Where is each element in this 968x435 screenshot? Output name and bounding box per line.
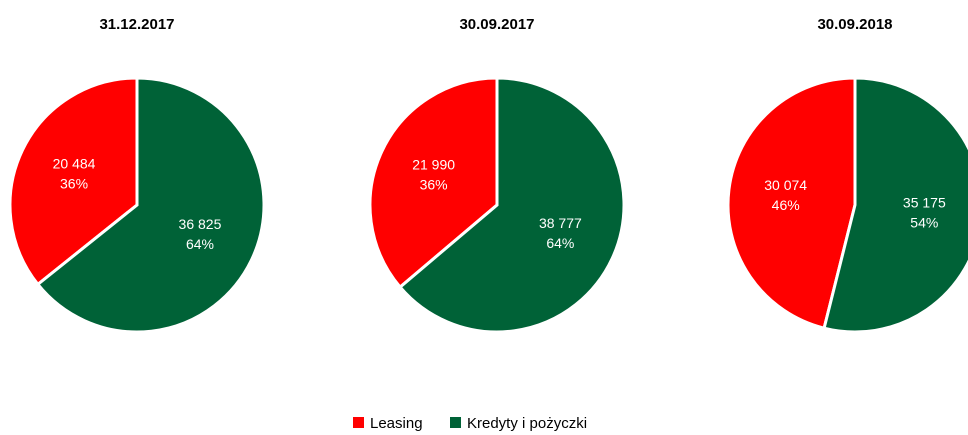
percent-label: 64% [186, 236, 214, 252]
pie-slice [35, 76, 266, 334]
value-label: 30 074 [764, 177, 807, 193]
pie-slice [397, 76, 626, 334]
pie-slice [8, 76, 139, 287]
percent-label: 36% [420, 176, 448, 192]
percent-label: 54% [910, 214, 938, 230]
percent-label: 46% [772, 197, 800, 213]
value-label: 21 990 [412, 156, 455, 172]
value-label: 38 777 [539, 215, 582, 231]
value-label: 20 484 [53, 155, 96, 171]
legend-label: Kredyty i pożyczki [467, 415, 587, 432]
chart-title: 31.12.2017 [99, 16, 174, 33]
value-label: 36 825 [179, 216, 222, 232]
pie-slice [726, 76, 857, 331]
percent-label: 36% [60, 175, 88, 191]
legend-swatch [450, 417, 461, 428]
chart-title: 30.09.2018 [817, 16, 892, 33]
chart-title: 30.09.2017 [459, 16, 534, 33]
pie-slice [368, 76, 499, 290]
value-label: 35 175 [903, 194, 946, 210]
pie-slice [822, 76, 968, 334]
percent-label: 64% [546, 235, 574, 251]
legend-swatch [353, 417, 364, 428]
legend-label: Leasing [370, 415, 423, 432]
